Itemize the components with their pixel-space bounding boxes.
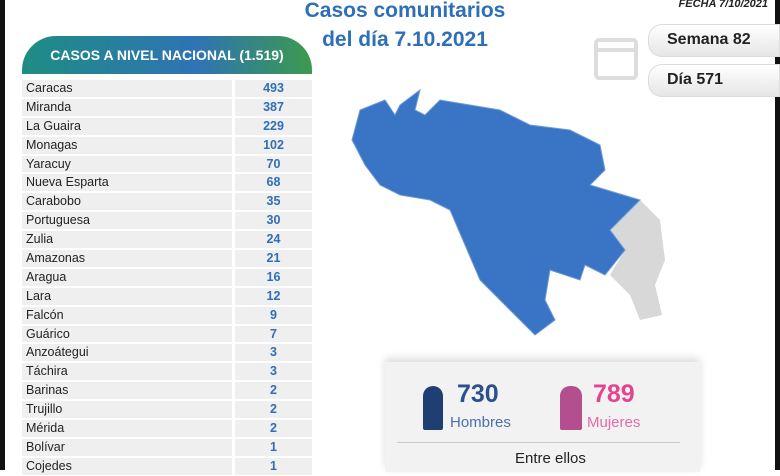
state-name: Táchira (22, 363, 232, 381)
state-name: Nueva Esparta (22, 174, 232, 192)
state-name: Yaracuy (22, 155, 232, 173)
case-count: 229 (235, 117, 312, 135)
day-badge: Día 571 (648, 64, 780, 97)
table-row: Mérida 2 (22, 419, 312, 438)
case-count: 102 (235, 136, 312, 154)
table-row: Yaracuy 70 (22, 155, 312, 174)
table-row: Trujillo 2 (22, 400, 312, 419)
table-row: Lara 12 (22, 287, 312, 306)
case-count: 21 (235, 250, 312, 267)
table-row: Anzoátegui 3 (22, 343, 312, 362)
calendar-icon (594, 38, 638, 80)
table-row: La Guaira 229 (22, 117, 312, 136)
table-row: Barinas 2 (22, 381, 312, 400)
case-count: 24 (235, 231, 312, 249)
state-name: Mérida (22, 420, 232, 437)
table-row: Miranda 387 (22, 98, 312, 117)
table-row: Guárico 7 (22, 325, 312, 344)
case-count: 2 (235, 401, 312, 419)
case-count: 1 (235, 438, 312, 456)
women-label: Mujeres (587, 414, 641, 431)
case-count: 9 (235, 306, 312, 324)
state-name: Monagas (22, 136, 232, 154)
state-name: Trujillo (22, 401, 232, 419)
state-name: Portuguesa (22, 212, 232, 230)
state-name: Bolívar (22, 438, 232, 456)
left-border (0, 0, 5, 470)
map-blue-region (351, 88, 641, 336)
table-row: Aragua 16 (22, 268, 312, 287)
state-name: Lara (22, 287, 232, 305)
between-label: Entre ellos (515, 450, 586, 467)
case-count: 3 (235, 344, 312, 362)
table-row: Cojedes 1 (22, 457, 312, 476)
right-border (775, 0, 780, 470)
men-count: 730 (457, 380, 499, 408)
cases-table: Caracas 493 Miranda 387 La Guaira 229 Monagas 1… (22, 79, 312, 476)
case-count: 2 (235, 420, 312, 437)
state-name: Amazonas (22, 250, 232, 267)
case-count: 7 (235, 325, 312, 343)
state-name: Caracas (22, 80, 232, 97)
case-count: 30 (235, 212, 312, 230)
gender-panel: 730 Hombres 789 Mujeres Entre ellos (385, 362, 700, 472)
state-name: Miranda (22, 98, 232, 116)
table-row: Falcón 9 (22, 306, 312, 325)
case-count: 68 (235, 174, 312, 192)
case-count: 3 (235, 363, 312, 381)
men-label: Hombres (450, 414, 511, 431)
state-name: Aragua (22, 268, 232, 286)
table-row: Amazonas 21 (22, 249, 312, 268)
state-name: Anzoátegui (22, 344, 232, 362)
week-badge: Semana 82 (648, 24, 780, 57)
table-row: Bolívar 1 (22, 438, 312, 457)
case-count: 493 (235, 80, 312, 97)
case-count: 16 (235, 268, 312, 286)
table-header: CASOS A NIVEL NACIONAL (1.519) (22, 36, 312, 74)
case-count: 35 (235, 193, 312, 211)
table-row: Caracas 493 (22, 79, 312, 98)
table-row: Monagas 102 (22, 136, 312, 155)
state-name: Guárico (22, 325, 232, 343)
state-name: Barinas (22, 382, 232, 400)
table-row: Carabobo 35 (22, 192, 312, 211)
case-count: 12 (235, 287, 312, 305)
state-name: Falcón (22, 306, 232, 324)
case-count: 1 (235, 457, 312, 475)
case-count: 387 (235, 98, 312, 116)
woman-icon (560, 386, 582, 430)
table-row: Portuguesa 30 (22, 211, 312, 230)
case-count: 2 (235, 382, 312, 400)
women-count: 789 (593, 380, 635, 408)
venezuela-map (351, 88, 665, 336)
table-row: Zulia 24 (22, 230, 312, 249)
man-icon (423, 386, 443, 430)
case-count: 70 (235, 155, 312, 173)
divider (397, 442, 680, 443)
state-name: Zulia (22, 231, 232, 249)
state-name: Cojedes (22, 457, 232, 475)
state-name: Carabobo (22, 193, 232, 211)
table-row: Táchira 3 (22, 362, 312, 381)
map-grey-region (605, 200, 665, 320)
table-row: Nueva Esparta 68 (22, 173, 312, 192)
date-label: FECHA 7/10/2021 (678, 0, 768, 10)
page-title: Casos comunitarios del día 7.10.2021 (304, 0, 506, 51)
state-name: La Guaira (22, 117, 232, 135)
